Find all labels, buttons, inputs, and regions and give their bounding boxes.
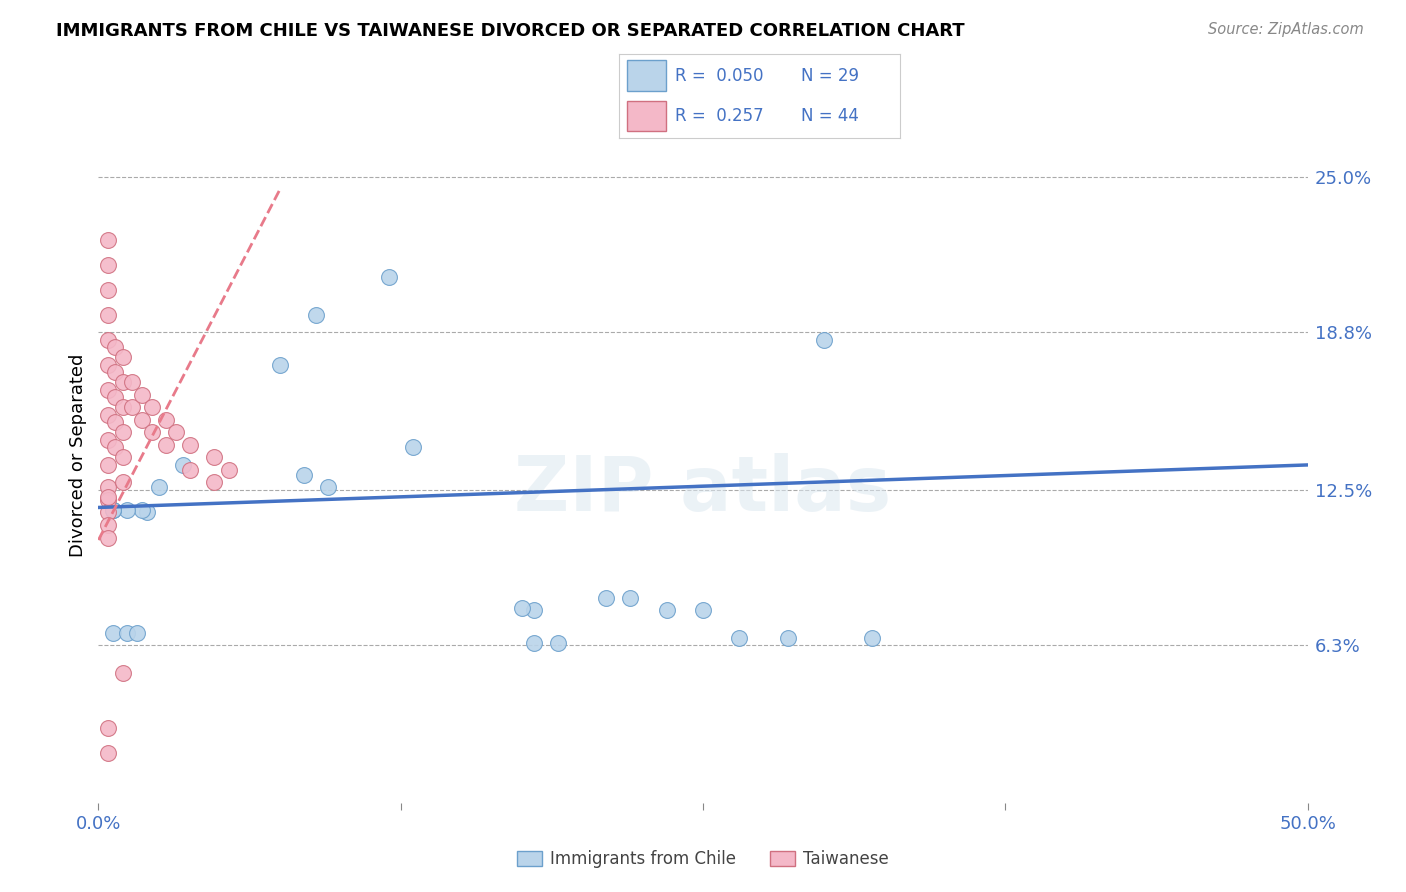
Point: [104, 340, 127, 354]
Text: IMMIGRANTS FROM CHILE VS TAIWANESE DIVORCED OR SEPARATED CORRELATION CHART: IMMIGRANTS FROM CHILE VS TAIWANESE DIVOR…: [56, 22, 965, 40]
Text: N = 44: N = 44: [801, 107, 859, 125]
Point: [101, 503, 124, 517]
Point: [141, 425, 163, 440]
Point: [523, 635, 546, 649]
Point: [104, 416, 127, 430]
Point: [121, 376, 143, 390]
Point: [97, 283, 120, 297]
Point: [101, 625, 124, 640]
Point: [135, 506, 157, 520]
Point: [104, 441, 127, 455]
Point: [547, 635, 569, 649]
Point: [117, 503, 139, 517]
Point: [728, 631, 751, 645]
Point: [97, 433, 120, 447]
Bar: [627, 61, 666, 91]
Point: [655, 603, 678, 617]
Point: [111, 450, 134, 465]
Point: [117, 625, 139, 640]
Point: [97, 506, 120, 520]
Point: [97, 233, 120, 247]
Point: [204, 475, 226, 490]
Point: [292, 467, 315, 482]
Point: [127, 625, 149, 640]
Point: [523, 603, 546, 617]
Point: [131, 503, 153, 517]
Point: [101, 503, 124, 517]
Point: [97, 491, 120, 505]
Point: [97, 746, 120, 760]
Point: [218, 463, 240, 477]
Text: Source: ZipAtlas.com: Source: ZipAtlas.com: [1208, 22, 1364, 37]
Point: [155, 438, 177, 452]
Y-axis label: Divorced or Separated: Divorced or Separated: [69, 353, 87, 557]
Point: [104, 390, 127, 404]
Point: [619, 591, 641, 605]
Point: [776, 631, 799, 645]
Point: [97, 531, 120, 545]
Point: [101, 503, 124, 517]
Point: [121, 401, 143, 415]
Point: [97, 333, 120, 347]
Point: [131, 388, 153, 402]
Text: ZIP atlas: ZIP atlas: [515, 453, 891, 526]
Point: [692, 603, 714, 617]
Point: [402, 441, 425, 455]
Point: [141, 401, 163, 415]
Point: [179, 463, 201, 477]
Bar: [627, 101, 666, 131]
Point: [97, 408, 120, 422]
Point: [111, 351, 134, 365]
Point: [813, 333, 835, 347]
Point: [316, 480, 339, 494]
Point: [97, 458, 120, 472]
Point: [204, 450, 226, 465]
Text: N = 29: N = 29: [801, 67, 859, 85]
Point: [305, 308, 328, 322]
Point: [131, 413, 153, 427]
Point: [111, 376, 134, 390]
Text: R =  0.050: R = 0.050: [675, 67, 763, 85]
Point: [510, 600, 533, 615]
Point: [111, 401, 134, 415]
Point: [377, 270, 399, 285]
Point: [595, 591, 617, 605]
Point: [97, 358, 120, 372]
Text: R =  0.257: R = 0.257: [675, 107, 763, 125]
Point: [97, 721, 120, 735]
Point: [172, 458, 194, 472]
Point: [269, 358, 291, 372]
Point: [111, 665, 134, 680]
Point: [97, 518, 120, 533]
Point: [104, 365, 127, 379]
Point: [860, 631, 883, 645]
Point: [97, 308, 120, 322]
Point: [165, 425, 187, 440]
Legend: Immigrants from Chile, Taiwanese: Immigrants from Chile, Taiwanese: [510, 843, 896, 874]
Point: [148, 480, 170, 494]
Point: [97, 480, 120, 494]
Point: [97, 258, 120, 272]
Point: [111, 425, 134, 440]
Point: [155, 413, 177, 427]
Point: [179, 438, 201, 452]
Point: [111, 475, 134, 490]
Point: [97, 493, 120, 508]
Point: [97, 383, 120, 397]
